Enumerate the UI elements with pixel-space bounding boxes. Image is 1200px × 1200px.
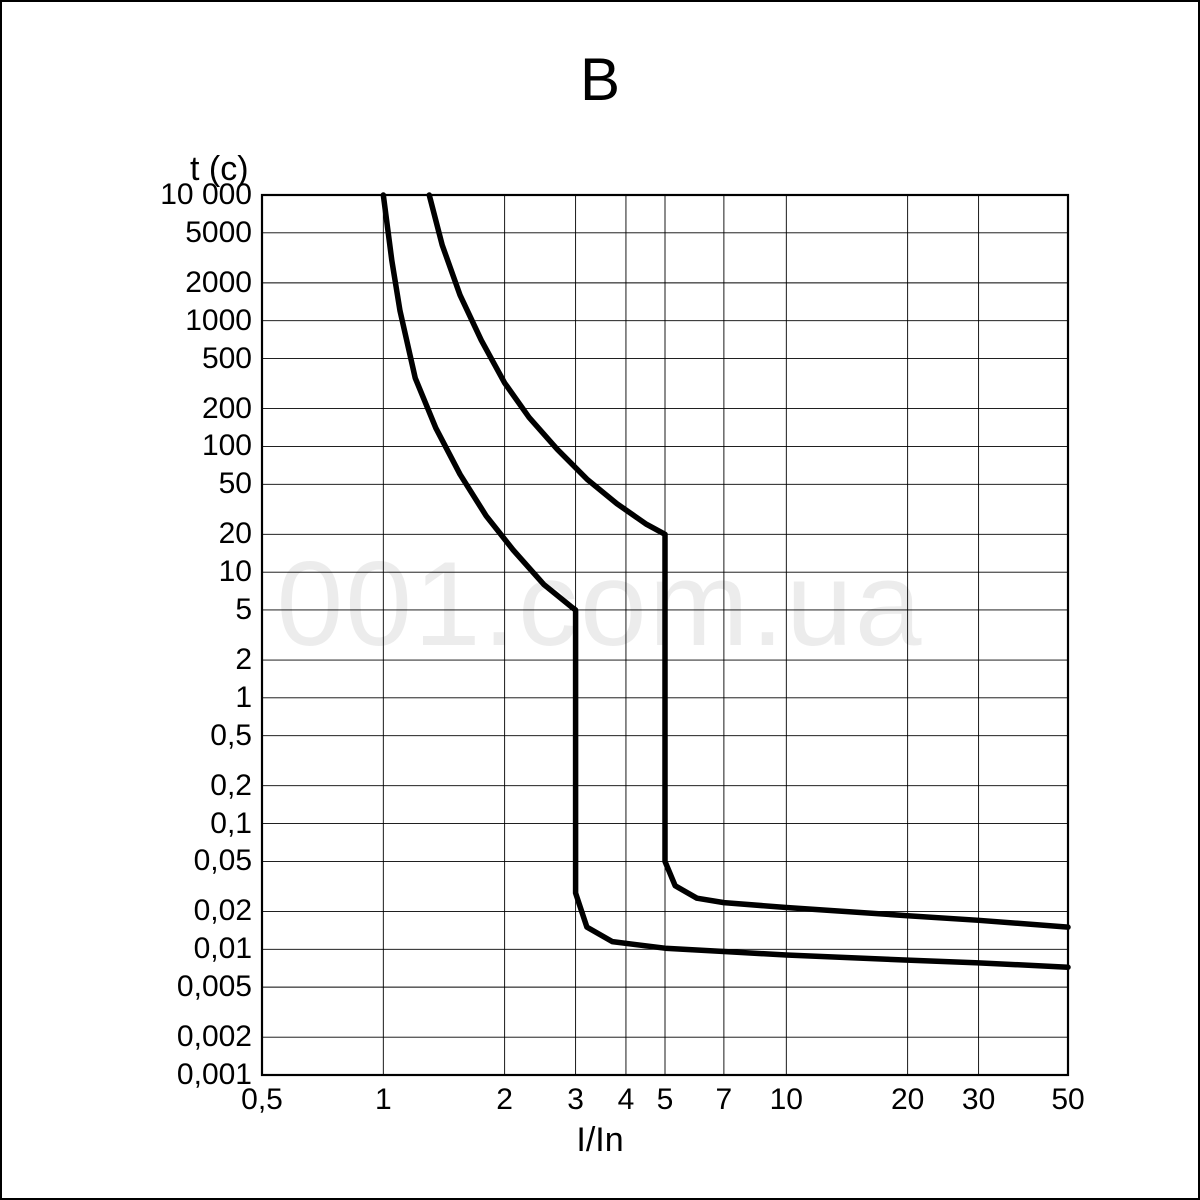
x-tick: 50 [1051,1075,1084,1117]
y-tick: 10 000 [160,178,262,212]
y-tick: 2000 [185,266,262,300]
y-tick: 1 [235,681,262,715]
y-tick: 200 [202,392,262,426]
x-tick: 5 [657,1075,674,1117]
curves-layer [262,195,1068,1075]
x-tick: 20 [891,1075,924,1117]
curve-lower [383,195,1068,967]
y-tick: 0,2 [210,769,262,803]
y-tick: 5000 [185,216,262,250]
y-tick: 50 [219,467,262,501]
x-tick: 3 [567,1075,584,1117]
x-axis-label: I/In [0,1121,1200,1160]
y-tick: 0,002 [177,1020,262,1054]
x-tick: 0,5 [241,1075,283,1117]
chart-title: B [0,45,1200,114]
y-tick: 0,02 [194,894,262,928]
x-tick: 4 [618,1075,635,1117]
x-tick: 2 [496,1075,513,1117]
y-tick: 5 [235,593,262,627]
y-tick: 500 [202,342,262,376]
y-tick: 1000 [185,304,262,338]
y-tick: 100 [202,429,262,463]
y-tick: 20 [219,517,262,551]
y-tick: 10 [219,555,262,589]
x-tick: 10 [770,1075,803,1117]
x-tick: 1 [375,1075,392,1117]
y-tick: 0,1 [210,807,262,841]
x-tick: 30 [962,1075,995,1117]
page: B t (c) 001.com.ua 0,0010,0020,0050,010,… [0,0,1200,1200]
y-tick: 0,05 [194,844,262,878]
y-tick: 0,01 [194,932,262,966]
y-tick: 2 [235,643,262,677]
x-tick: 7 [716,1075,733,1117]
chart-plot-area: 0,0010,0020,0050,010,020,050,10,20,51251… [262,195,1068,1075]
y-tick: 0,005 [177,970,262,1004]
y-tick: 0,5 [210,719,262,753]
